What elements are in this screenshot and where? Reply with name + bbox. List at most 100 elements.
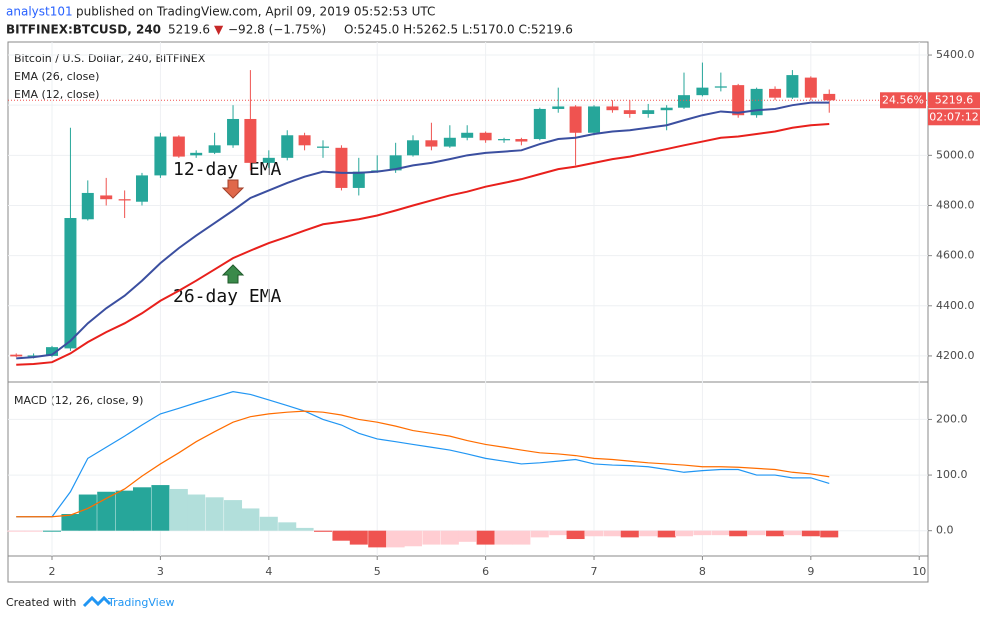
candle-body — [190, 152, 203, 156]
y-tick-label: 4400.0 — [936, 299, 975, 312]
candle-body — [769, 88, 782, 98]
candle-body — [227, 118, 240, 146]
histogram-bar — [440, 530, 459, 545]
histogram-bar — [278, 522, 297, 531]
candle-body — [515, 139, 528, 142]
frame — [7, 41, 929, 583]
histogram-bar — [224, 500, 243, 531]
ohlc: O:5245.0 H:5262.5 L:5170.0 C:5219.6 — [344, 23, 573, 37]
candle-body — [588, 106, 601, 133]
author[interactable]: analyst101 — [6, 5, 73, 19]
histogram-bar — [241, 508, 260, 531]
annotation: 26-day EMA — [173, 286, 282, 307]
histogram-bar — [403, 530, 422, 547]
histogram-bar — [620, 530, 639, 538]
candle-body — [479, 132, 492, 141]
histogram-bar — [603, 530, 622, 537]
histogram-bar — [458, 530, 477, 542]
histogram-bar — [674, 530, 693, 537]
legend-entry: EMA (12, close) — [14, 88, 99, 101]
footer-text: Created with — [6, 596, 76, 609]
candle-body — [298, 135, 311, 146]
x-tick-label: 8 — [699, 565, 706, 578]
histogram-bar — [332, 530, 351, 541]
symbol: BITFINEX:BTCUSD, 240 — [6, 23, 161, 37]
candle-body — [46, 347, 59, 356]
histogram-bar — [97, 491, 116, 531]
histogram-bar — [639, 530, 658, 537]
histogram-bar — [549, 530, 568, 536]
candle-body — [208, 145, 221, 153]
histogram-bar — [783, 530, 802, 536]
histogram-bar — [512, 530, 531, 545]
candle-body — [244, 118, 257, 163]
candle-body — [786, 75, 799, 98]
y-tick-label: 0.0 — [936, 524, 954, 537]
histogram-bar — [349, 530, 368, 545]
price-tag: 5219.6 — [935, 93, 974, 106]
candle-body — [281, 135, 294, 158]
histogram-bar — [657, 530, 676, 538]
main-title: Bitcoin / U.S. Dollar, 240, BITFINEX — [14, 52, 206, 65]
line-series — [16, 101, 830, 360]
x-tick-label: 3 — [157, 565, 164, 578]
candle-body — [425, 140, 438, 147]
candle-body — [750, 88, 763, 116]
candle-body — [443, 137, 456, 147]
candle-body — [606, 106, 619, 111]
histogram-bar — [729, 530, 748, 537]
histogram-bar — [368, 530, 387, 548]
histogram-bar — [476, 530, 495, 545]
histogram-bar — [711, 530, 730, 536]
candle-body — [118, 199, 131, 201]
annotation: 12-day EMA — [173, 159, 282, 180]
tag-bg — [928, 109, 980, 126]
histogram-bar — [115, 490, 134, 531]
countdown-tag: 02:07:12 — [929, 110, 978, 123]
x-tick-label: 7 — [591, 565, 598, 578]
y-tick-label: 5000.0 — [936, 148, 975, 161]
candle-body — [10, 354, 23, 357]
y-tick-label: 200.0 — [936, 412, 968, 425]
candle-body — [677, 95, 690, 108]
change-arrow: ▼ — [214, 23, 224, 37]
candle-body — [714, 86, 727, 88]
candle-body — [569, 106, 582, 133]
histogram-bar — [495, 530, 514, 545]
candle-body — [317, 146, 330, 148]
line-series — [16, 122, 830, 366]
line-series — [16, 410, 830, 518]
arrow-down — [221, 179, 245, 199]
footer-brand[interactable]: TradingView — [107, 596, 174, 609]
arrow-up — [221, 264, 245, 284]
logo — [82, 595, 112, 608]
candle-body — [642, 110, 655, 114]
candle-body — [352, 171, 365, 188]
candle-body — [552, 106, 565, 109]
last-price: 5219.6 — [168, 23, 210, 37]
x-tick-label: 4 — [265, 565, 272, 578]
x-tick-label: 9 — [807, 565, 814, 578]
candle-body — [64, 218, 77, 349]
candle-body — [389, 155, 402, 171]
legend-entry: EMA (26, close) — [14, 70, 99, 83]
histogram-bar — [151, 485, 170, 531]
candle-body — [696, 87, 709, 96]
candle-body — [135, 175, 148, 202]
candle-body — [823, 93, 836, 101]
x-tick-label: 6 — [482, 565, 489, 578]
tag-bg — [928, 92, 980, 109]
histogram-bar — [585, 530, 604, 537]
histogram-bar — [205, 497, 224, 531]
x-tick-label: 5 — [374, 565, 381, 578]
histogram-bar — [187, 494, 206, 531]
candle-body — [732, 85, 745, 116]
y-tick-label: 5400.0 — [936, 48, 975, 61]
y-tick-label: 100.0 — [936, 468, 968, 481]
histogram-bar — [78, 494, 97, 531]
histogram-bar — [422, 530, 441, 545]
change: −92.8 (−1.75%) — [228, 23, 326, 37]
candle-body — [406, 140, 419, 156]
y-tick-label: 4600.0 — [936, 249, 975, 262]
